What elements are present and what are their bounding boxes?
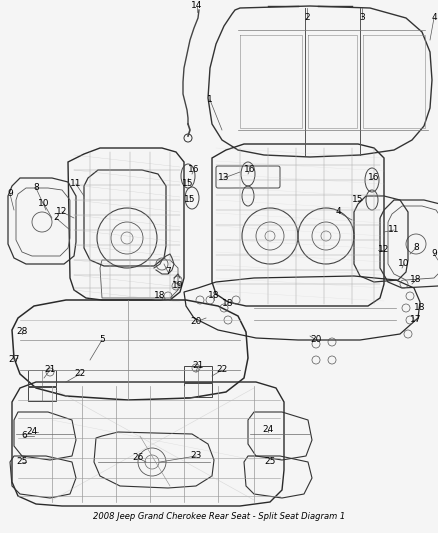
Text: 25: 25 (16, 457, 28, 466)
Text: 16: 16 (368, 174, 380, 182)
Text: 16: 16 (244, 166, 256, 174)
Text: 17: 17 (410, 316, 422, 325)
Text: 4: 4 (335, 207, 341, 216)
Text: 18: 18 (414, 303, 426, 312)
Text: 25: 25 (264, 457, 276, 466)
Text: 27: 27 (8, 356, 20, 365)
Text: 5: 5 (99, 335, 105, 344)
Text: 22: 22 (216, 366, 228, 375)
Text: 15: 15 (352, 196, 364, 205)
Text: 18: 18 (222, 300, 234, 309)
Text: 8: 8 (413, 244, 419, 253)
Text: 4: 4 (431, 13, 437, 22)
Text: 15: 15 (182, 180, 194, 189)
Text: 15: 15 (184, 196, 196, 205)
Text: 24: 24 (262, 425, 274, 434)
Text: 26: 26 (132, 454, 144, 463)
Text: 28: 28 (16, 327, 28, 336)
Text: 24: 24 (26, 427, 38, 437)
Text: 1: 1 (207, 95, 213, 104)
Text: 21: 21 (44, 366, 56, 375)
Text: 18: 18 (410, 276, 422, 285)
Text: 9: 9 (7, 190, 13, 198)
Text: 20: 20 (310, 335, 321, 344)
Text: 14: 14 (191, 2, 203, 11)
Text: 12: 12 (57, 207, 68, 216)
Text: 11: 11 (70, 180, 82, 189)
Text: 10: 10 (38, 199, 50, 208)
Text: 13: 13 (218, 174, 230, 182)
Text: 21: 21 (192, 361, 204, 370)
Text: 23: 23 (191, 451, 201, 461)
Text: 11: 11 (388, 225, 400, 235)
Text: 20: 20 (191, 318, 201, 327)
Text: 3: 3 (359, 13, 365, 22)
Text: 16: 16 (188, 166, 200, 174)
Text: 19: 19 (172, 281, 184, 290)
Text: 6: 6 (21, 432, 27, 440)
Text: 7: 7 (165, 268, 171, 277)
Text: 18: 18 (208, 292, 220, 301)
Text: 9: 9 (431, 249, 437, 259)
Text: 10: 10 (398, 260, 410, 269)
Text: 2: 2 (53, 214, 59, 222)
Text: 12: 12 (378, 246, 390, 254)
Text: 22: 22 (74, 369, 85, 378)
Text: 18: 18 (154, 292, 166, 301)
Text: 2: 2 (304, 13, 310, 22)
Text: 8: 8 (33, 183, 39, 192)
Text: 2008 Jeep Grand Cherokee Rear Seat - Split Seat Diagram 1: 2008 Jeep Grand Cherokee Rear Seat - Spl… (93, 512, 345, 521)
